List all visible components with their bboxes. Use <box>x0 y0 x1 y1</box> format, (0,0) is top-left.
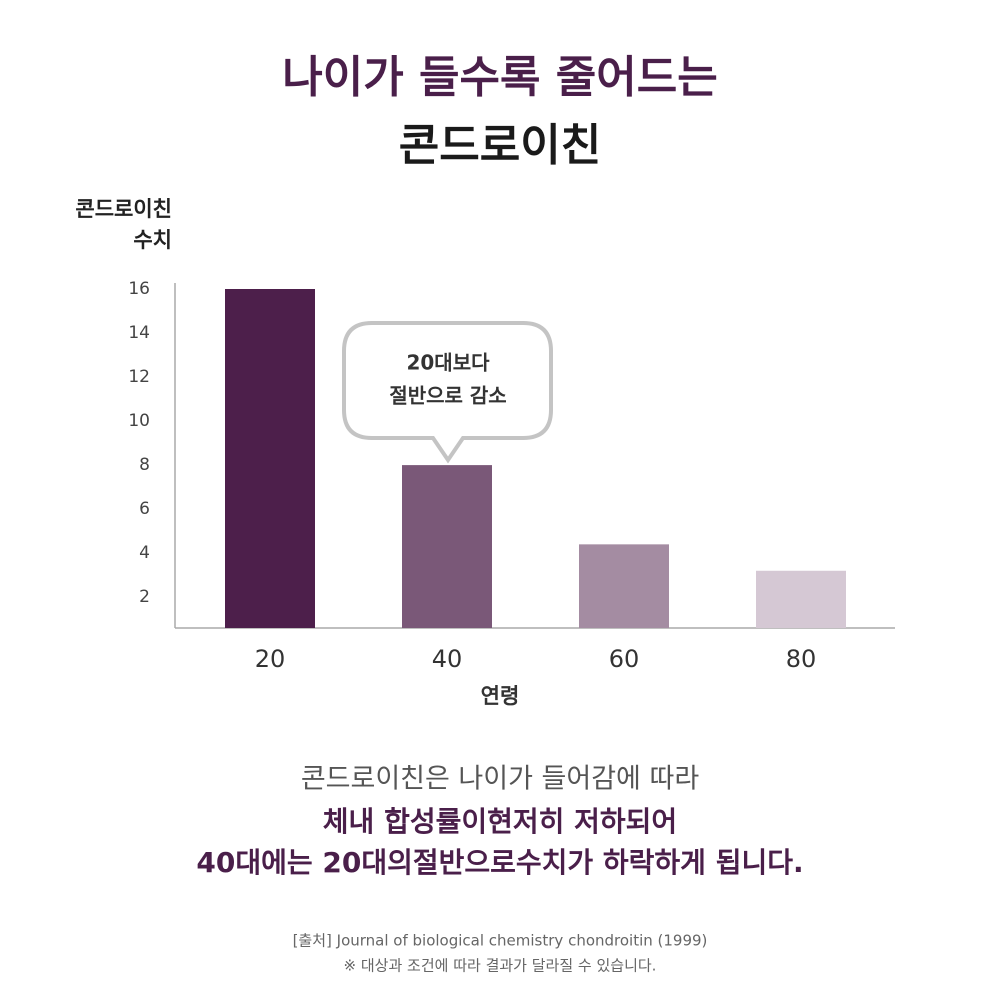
x-tick-label: 80 <box>786 645 817 673</box>
annotation: 20대보다 <box>406 351 490 375</box>
y-tick-label: 4 <box>139 543 150 563</box>
bar <box>402 465 492 628</box>
bar <box>579 544 669 628</box>
x-axis-label: 연령 <box>481 684 520 708</box>
title-line: 나이가 들수록 줄어드는 <box>282 52 717 103</box>
x-tick-label: 20 <box>255 645 286 673</box>
y-tick-label: 14 <box>128 323 150 343</box>
y-tick-label: 6 <box>139 499 150 519</box>
y-axis-label: 수치 <box>133 228 172 252</box>
annotation: 절반으로 감소 <box>389 384 506 408</box>
description: 40대에는 20대의절반으로수치가 하락하게 됩니다. <box>196 846 803 879</box>
y-tick-label: 8 <box>139 455 150 475</box>
bar <box>225 289 315 628</box>
disclaimer: ※ 대상과 조건에 따라 결과가 달라질 수 있습니다. <box>344 957 657 975</box>
source: [출처] Journal of biological chemistry cho… <box>293 932 708 950</box>
x-tick-label: 60 <box>609 645 640 673</box>
y-axis-label: 콘드로이친 <box>75 197 172 221</box>
y-tick-label: 12 <box>128 367 150 387</box>
callout-bubble <box>342 321 553 464</box>
x-tick-label: 40 <box>432 645 463 673</box>
y-tick-label: 2 <box>139 587 150 607</box>
bar <box>756 570 846 628</box>
y-tick-label: 16 <box>128 279 150 299</box>
y-tick-label: 10 <box>128 411 150 431</box>
title-line: 콘드로이친 <box>399 120 601 171</box>
description: 체내 합성률이현저히 저하되어 <box>323 805 677 838</box>
description: 콘드로이친은 나이가 들어감에 따라 <box>301 764 700 795</box>
